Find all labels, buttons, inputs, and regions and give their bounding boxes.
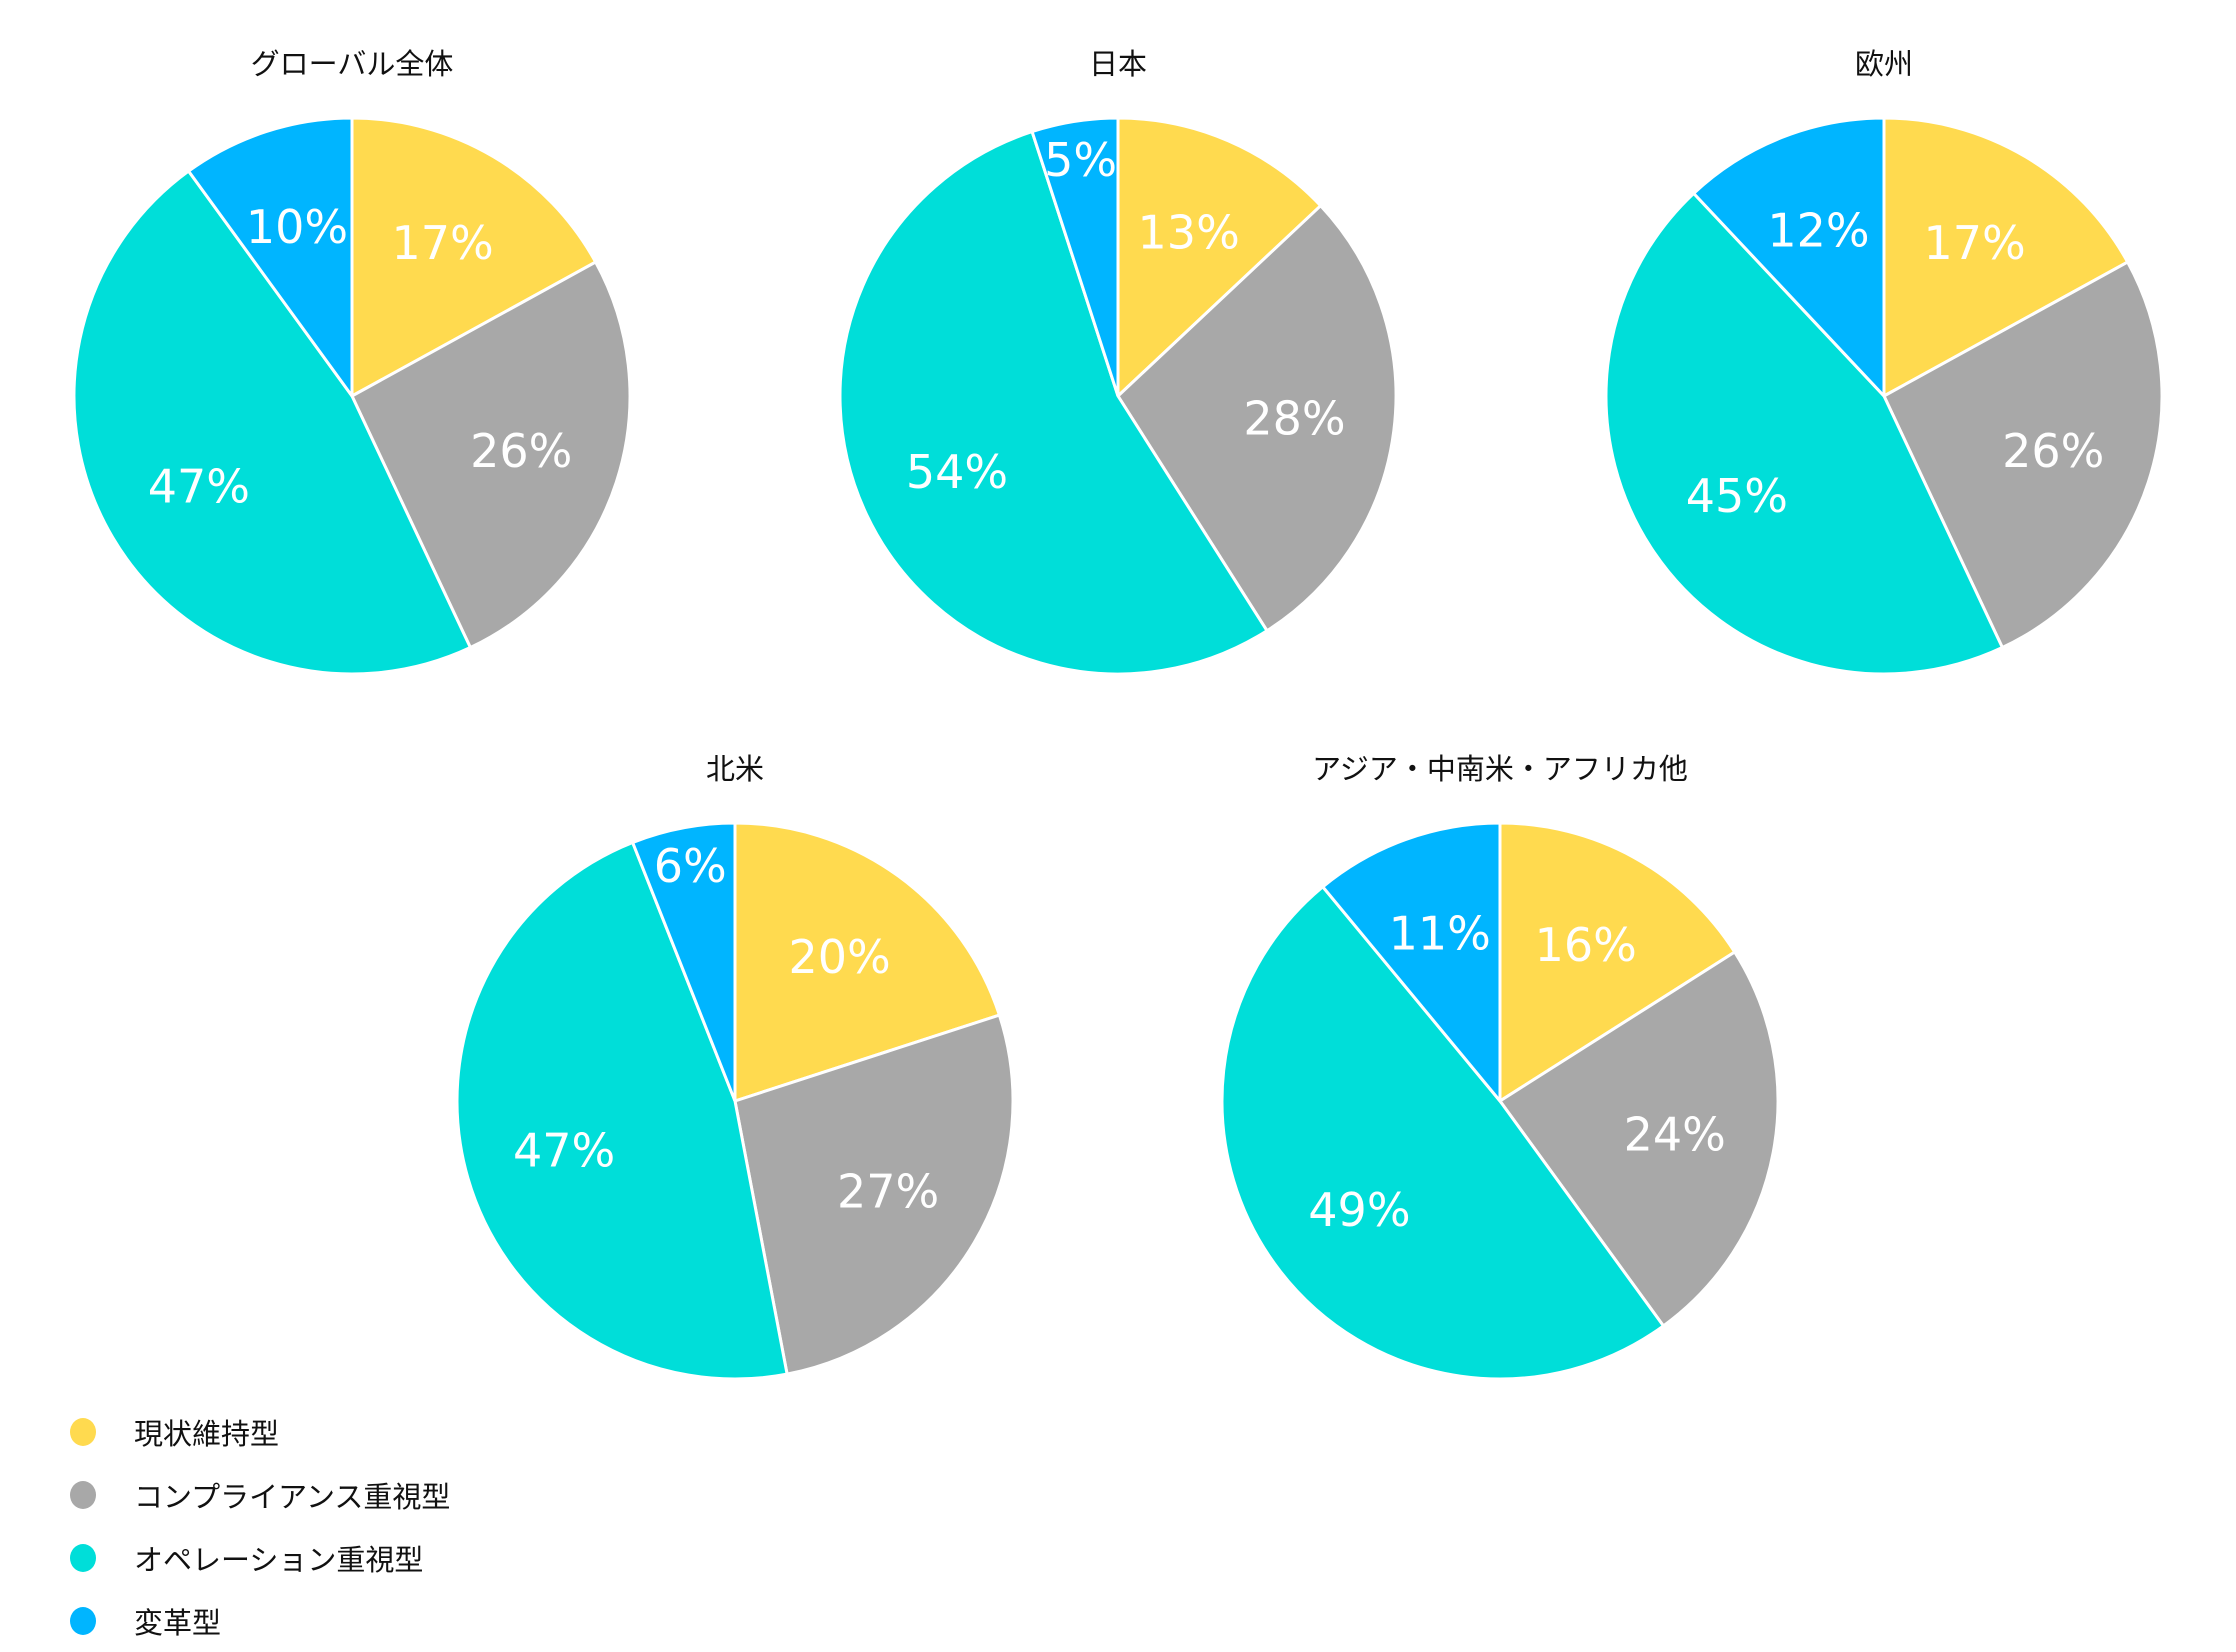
pie-chart: アジア・中南米・アフリカ他 16% 24% 49% 11%: [1220, 752, 1780, 1381]
pie-chart: 日本 13% 28% 54% 5%: [838, 47, 1398, 676]
pie-slice: [733, 1013, 1015, 1376]
pie-title: 欧州: [1855, 47, 1913, 81]
pie-slice: [186, 116, 354, 401]
legend-item: オペレーション重視型: [70, 1526, 450, 1589]
slice-label: 47%: [513, 1124, 615, 1178]
slice-label: 12%: [1767, 204, 1869, 258]
slice-label: 16%: [1535, 918, 1637, 972]
slice-label: 47%: [148, 460, 250, 514]
pie-slice: [1691, 116, 1886, 400]
pie-chart: 欧州 17% 26% 45% 12%: [1604, 47, 2164, 676]
pie-slice: [838, 129, 1270, 676]
slice-label: 17%: [391, 216, 493, 270]
slice-label: 49%: [1308, 1183, 1410, 1237]
pie-slice: [1604, 191, 2005, 676]
slice-label: 5%: [1044, 133, 1117, 187]
pie-slice: [455, 840, 789, 1381]
pie-chart: 北米 20% 27% 47% 6%: [455, 752, 1015, 1381]
pie-slice: [350, 116, 598, 399]
legend-dot-icon: [70, 1606, 96, 1635]
legend-label: オペレーション重視型: [134, 1542, 424, 1577]
slice-label: 54%: [906, 445, 1008, 499]
pie-slice: [1220, 884, 1666, 1381]
legend-label: 変革型: [134, 1605, 222, 1640]
legend: 現状維持型 コンプライアンス重視型 オペレーション重視型 変革型: [70, 1400, 450, 1652]
pie-slice: [1497, 949, 1780, 1329]
legend-item: 現状維持型: [70, 1400, 450, 1463]
pie-slice: [733, 821, 1002, 1104]
slice-label: 17%: [1923, 216, 2025, 270]
legend-item: コンプライアンス重視型: [70, 1463, 450, 1526]
slice-label: 13%: [1138, 206, 1240, 260]
slice-label: 24%: [1624, 1107, 1726, 1161]
legend-label: コンプライアンス重視型: [134, 1479, 451, 1514]
legend-dot-icon: [70, 1543, 96, 1572]
slice-label: 20%: [788, 930, 890, 984]
pie-slice: [1116, 116, 1323, 400]
slice-label: 6%: [654, 839, 727, 893]
slice-label: 26%: [470, 424, 572, 478]
slice-label: 10%: [246, 200, 348, 254]
legend-item: 変革型: [70, 1589, 450, 1652]
pie-slice: [1882, 116, 2130, 399]
pie-slice: [1498, 821, 1737, 1104]
slice-label: 11%: [1389, 907, 1491, 961]
legend-dot-icon: [70, 1480, 96, 1509]
legend-dot-icon: [70, 1417, 96, 1446]
slice-label: 45%: [1686, 469, 1788, 523]
pie-slice: [1116, 203, 1398, 633]
slice-label: 28%: [1243, 391, 1345, 445]
pie-slice: [630, 821, 737, 1102]
pie-slice: [1320, 821, 1502, 1106]
pie-title: 北米: [706, 752, 764, 786]
pie-slice: [1030, 116, 1120, 397]
pie-slice: [1882, 260, 2164, 650]
pie-title: アジア・中南米・アフリカ他: [1312, 752, 1688, 786]
pie-chart: グローバル全体 17% 26% 47% 10%: [72, 47, 632, 676]
slice-label: 26%: [2002, 424, 2104, 478]
pie-title: グローバル全体: [251, 47, 454, 81]
pie-slice: [72, 168, 473, 676]
pie-title: 日本: [1089, 47, 1147, 81]
slice-label: 27%: [837, 1165, 939, 1219]
pie-slice: [350, 260, 632, 650]
legend-label: 現状維持型: [134, 1416, 280, 1451]
